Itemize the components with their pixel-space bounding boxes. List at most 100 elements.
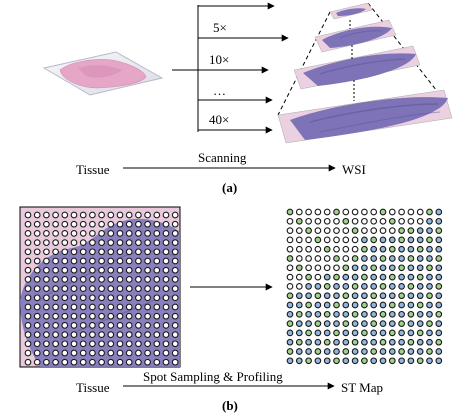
tissue-spot bbox=[153, 239, 161, 246]
st-spot bbox=[407, 310, 415, 318]
st-spot bbox=[323, 320, 331, 327]
st-spot bbox=[286, 227, 294, 234]
tissue-spot bbox=[135, 220, 142, 228]
st-spot bbox=[398, 320, 405, 327]
st-spot bbox=[286, 245, 294, 253]
tissue-spot bbox=[144, 340, 151, 348]
tissue-spot bbox=[79, 257, 87, 265]
st-spot bbox=[370, 273, 378, 281]
tissue-spot-grid bbox=[24, 211, 179, 366]
st-spot bbox=[351, 329, 359, 337]
st-spot bbox=[295, 357, 303, 365]
st-spot bbox=[407, 245, 415, 253]
st-spot bbox=[295, 236, 303, 244]
st-spot bbox=[435, 292, 443, 300]
tissue-spot bbox=[144, 239, 151, 246]
st-spot bbox=[379, 348, 387, 355]
st-spot bbox=[388, 348, 396, 355]
tissue-spot bbox=[70, 239, 78, 246]
panel-a-target-label: WSI bbox=[342, 162, 366, 177]
tissue-spot bbox=[171, 303, 179, 311]
tissue-spot bbox=[116, 276, 124, 283]
tissue-spot bbox=[107, 294, 115, 302]
st-spot bbox=[426, 320, 433, 327]
tissue-spot bbox=[171, 266, 179, 274]
st-spot bbox=[295, 348, 303, 355]
pyramid-level-1 bbox=[329, 2, 373, 20]
tissue-spot bbox=[98, 331, 105, 338]
tissue-spot bbox=[116, 312, 124, 320]
st-spot bbox=[305, 357, 312, 365]
tissue-spot bbox=[33, 294, 41, 302]
tissue-spot bbox=[24, 239, 32, 246]
tissue-spot bbox=[70, 248, 78, 256]
st-spot bbox=[398, 338, 405, 346]
st-spot bbox=[435, 236, 443, 244]
st-spot bbox=[388, 255, 396, 262]
st-spot bbox=[426, 310, 433, 318]
tissue-spot bbox=[79, 294, 87, 302]
st-spot bbox=[426, 217, 433, 225]
st-spot bbox=[361, 320, 368, 327]
st-spot bbox=[435, 217, 443, 225]
tissue-spot bbox=[116, 358, 124, 366]
st-spot bbox=[388, 217, 396, 225]
st-spot bbox=[333, 217, 340, 225]
tissue-spot bbox=[24, 257, 32, 265]
st-spot bbox=[398, 264, 405, 272]
tissue-spot bbox=[70, 266, 78, 274]
mag-label-5x: 5× bbox=[213, 20, 227, 35]
st-spot bbox=[351, 301, 359, 309]
st-spot bbox=[407, 292, 415, 300]
tissue-spot bbox=[52, 312, 59, 320]
tissue-spot bbox=[107, 322, 115, 329]
st-spot bbox=[361, 283, 368, 290]
tissue-spot bbox=[70, 257, 78, 265]
tissue-spot bbox=[125, 248, 133, 256]
st-spot bbox=[388, 208, 396, 216]
tissue-spot bbox=[33, 349, 41, 357]
tissue-spot bbox=[135, 230, 142, 237]
tissue-spot bbox=[24, 211, 32, 219]
tissue-spot bbox=[61, 276, 69, 283]
tissue-spot bbox=[24, 248, 32, 256]
st-spot bbox=[351, 208, 359, 216]
pyramid-level-2 bbox=[314, 19, 397, 53]
tissue-spot bbox=[24, 294, 32, 302]
tissue-spot bbox=[171, 331, 179, 338]
st-spot bbox=[305, 348, 312, 355]
tissue-spot bbox=[70, 358, 78, 366]
st-spot bbox=[314, 255, 322, 262]
tissue-spot bbox=[61, 294, 69, 302]
tissue-spot bbox=[24, 358, 32, 366]
st-spot bbox=[323, 357, 331, 365]
tissue-spot bbox=[125, 257, 133, 265]
tissue-spot bbox=[107, 248, 115, 256]
tissue-spot bbox=[79, 322, 87, 329]
tissue-spot bbox=[24, 266, 32, 274]
st-spot bbox=[342, 264, 350, 272]
st-spot bbox=[333, 273, 340, 281]
st-spot bbox=[295, 320, 303, 327]
st-spot bbox=[388, 292, 396, 300]
tissue-spot bbox=[43, 266, 50, 274]
st-spot bbox=[398, 273, 405, 281]
tissue-spot bbox=[33, 266, 41, 274]
st-spot bbox=[333, 329, 340, 337]
st-spot bbox=[305, 338, 312, 346]
tissue-spot bbox=[89, 276, 96, 283]
tissue-spot bbox=[61, 211, 69, 219]
st-spot bbox=[426, 301, 433, 309]
st-spot bbox=[361, 348, 368, 355]
tissue-spot bbox=[135, 312, 142, 320]
st-spot bbox=[305, 217, 312, 225]
st-spot bbox=[361, 236, 368, 244]
st-spot bbox=[314, 208, 322, 216]
st-spot bbox=[370, 236, 378, 244]
tissue-spot bbox=[33, 220, 41, 228]
tissue-spot bbox=[107, 285, 115, 292]
st-spot bbox=[379, 292, 387, 300]
tissue-spot bbox=[89, 303, 96, 311]
st-spot bbox=[323, 273, 331, 281]
tissue-spot bbox=[153, 349, 161, 357]
